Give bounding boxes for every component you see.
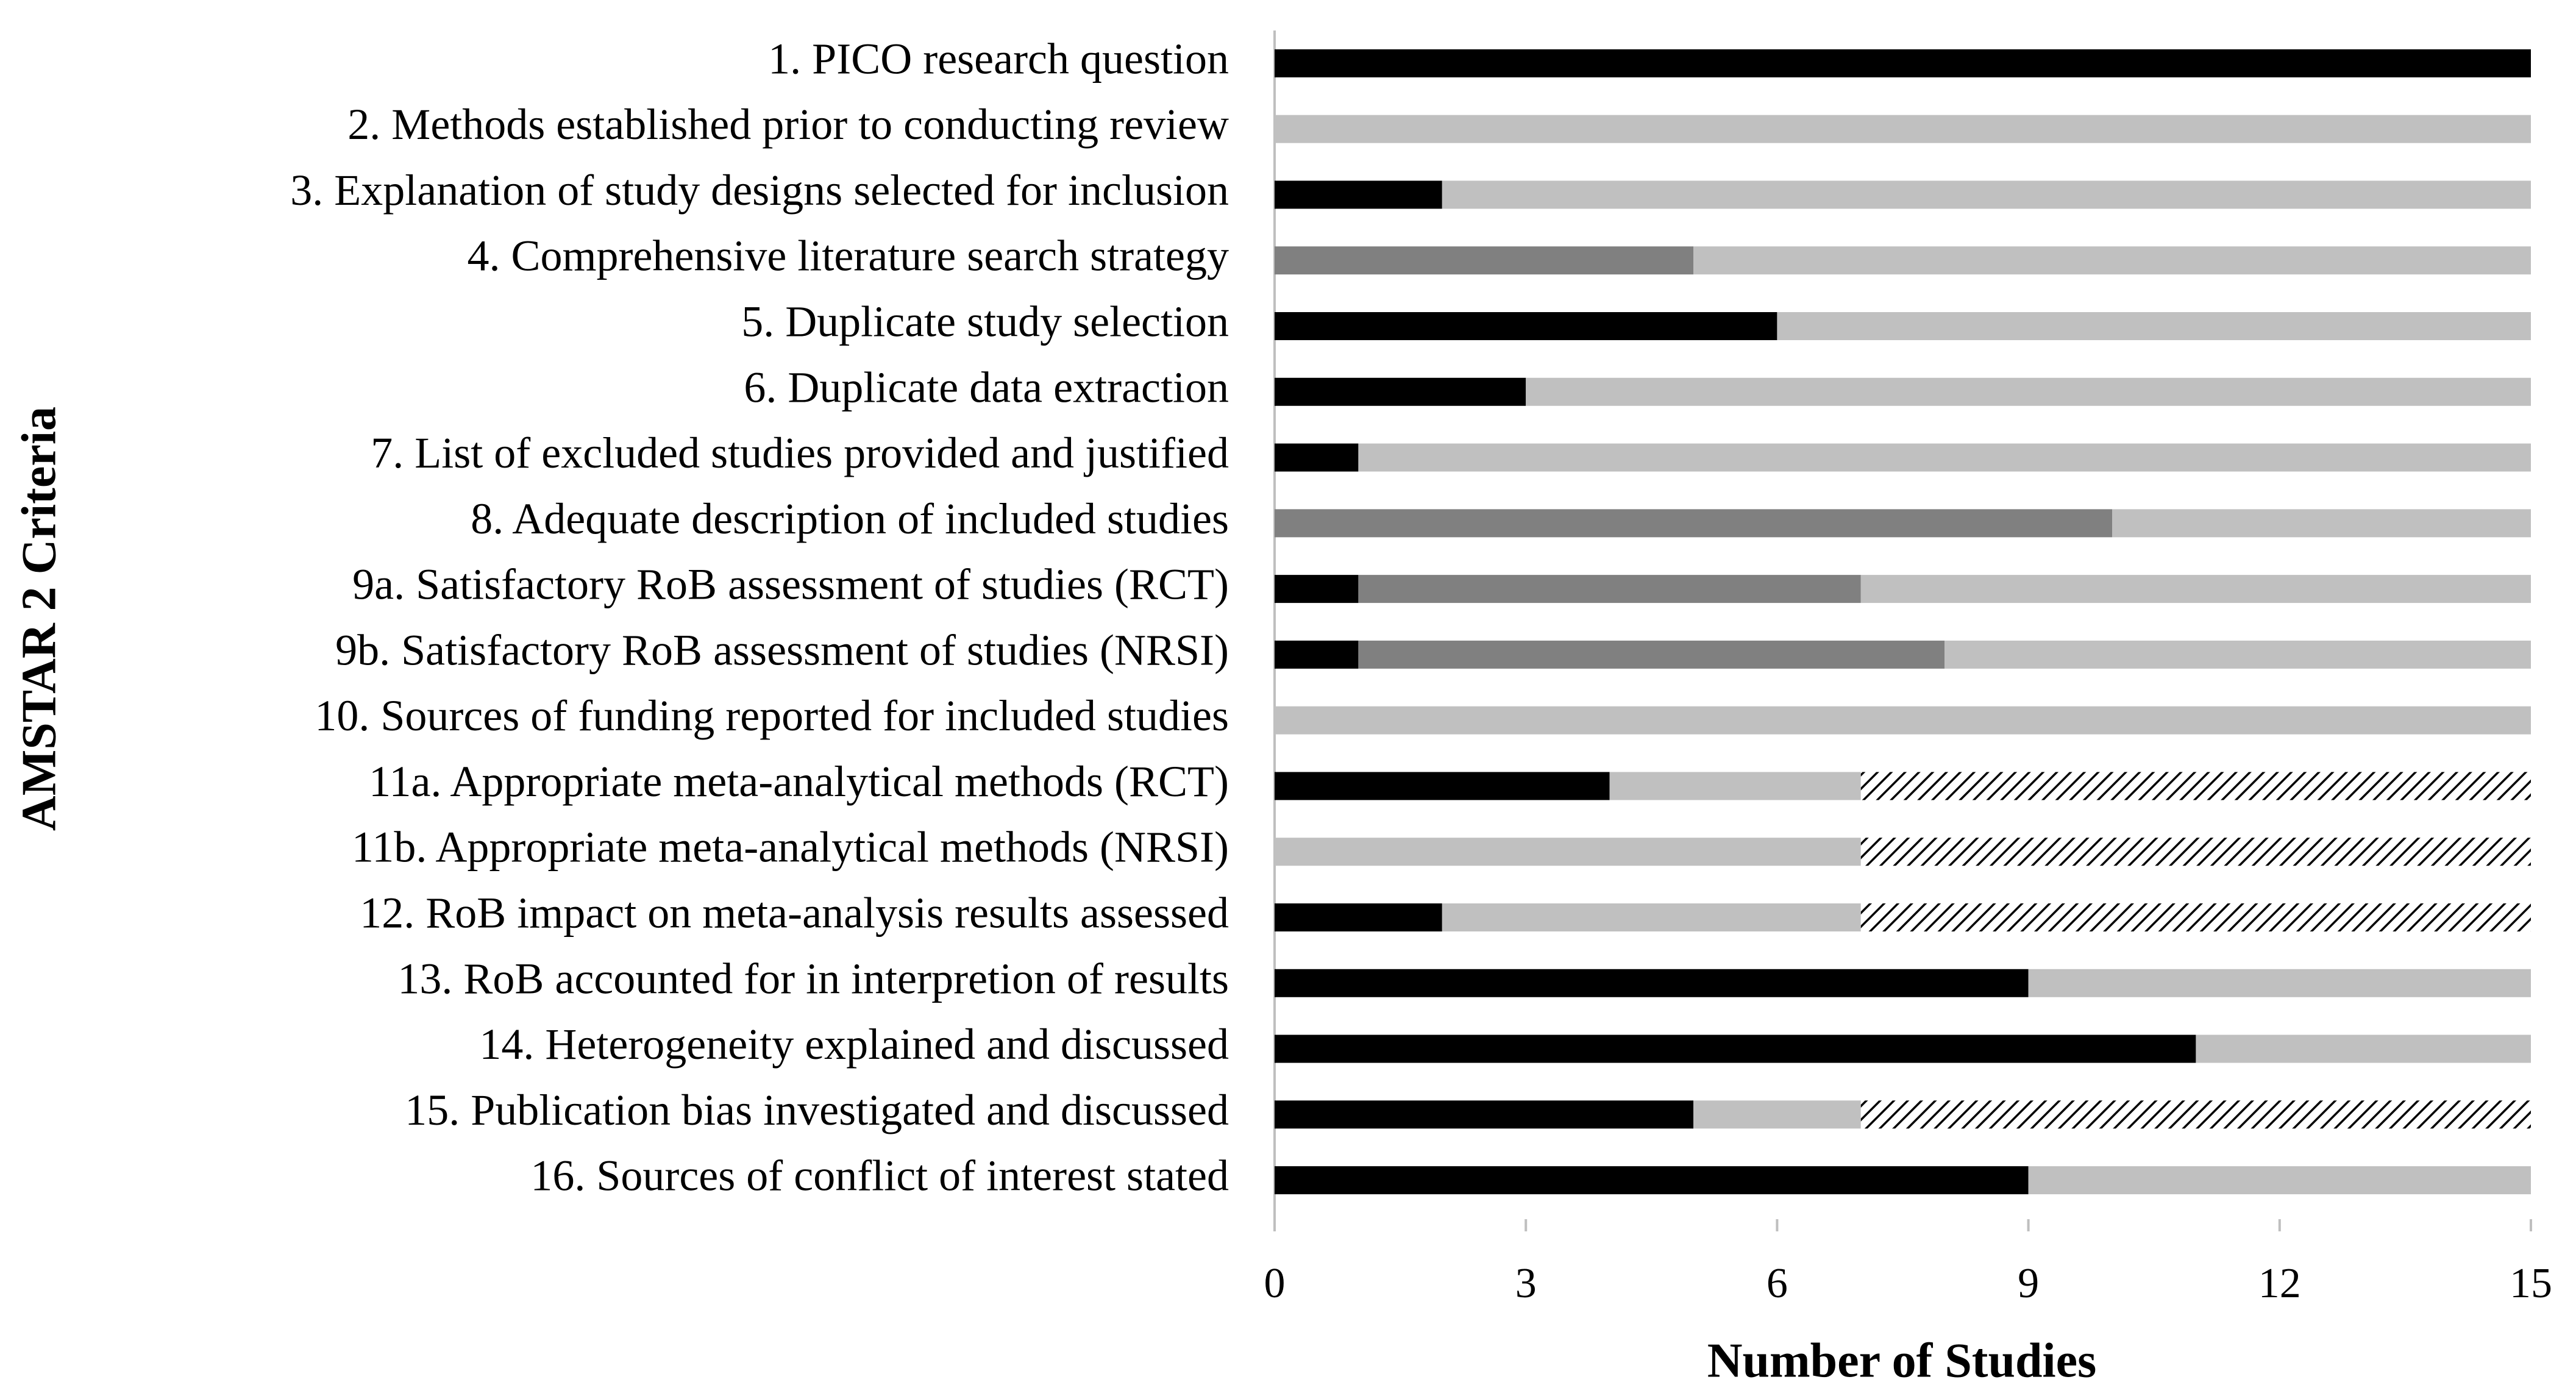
bar-segment: [1860, 1100, 2531, 1129]
bar-segment: [2028, 1166, 2531, 1195]
bar-segment: [1860, 575, 2531, 603]
bar-segment: [1526, 377, 2531, 406]
bar-segment: [1275, 575, 1359, 603]
bar-segment: [1275, 246, 1693, 275]
bar-segment: [2196, 1034, 2531, 1063]
category-label: 5. Duplicate study selection: [741, 297, 1229, 346]
category-label: 11b. Appropriate meta-analytical methods…: [352, 823, 1229, 872]
category-label: 11a. Appropriate meta-analytical methods…: [369, 757, 1229, 806]
bar-segment: [1358, 443, 2531, 472]
category-label: 9a. Satisfactory RoB assessment of studi…: [352, 560, 1229, 609]
bar-segment: [1275, 509, 2112, 538]
bar-segment: [1275, 1100, 1693, 1129]
category-label: 8. Adequate description of included stud…: [471, 494, 1229, 543]
category-label: 12. RoB impact on meta-analysis results …: [360, 889, 1229, 938]
bar-segment: [1860, 772, 2531, 800]
category-label: 13. RoB accounted for in interpretion of…: [397, 954, 1229, 1003]
bar-segment: [1275, 312, 1777, 340]
bar-segment: [1860, 903, 2531, 931]
category-label: 9b. Satisfactory RoB assessment of studi…: [335, 625, 1229, 674]
bar-segment: [1777, 312, 2531, 340]
bar-segment: [1275, 443, 1359, 472]
bar-segment: [1609, 772, 1861, 800]
category-label: 15. Publication bias investigated and di…: [405, 1086, 1229, 1134]
bar-segment: [1442, 180, 2531, 209]
bar-segment: [1275, 49, 2531, 77]
bar-segment: [1442, 903, 1861, 931]
bar-segment: [1275, 115, 2531, 143]
category-label: 6. Duplicate data extraction: [744, 363, 1229, 411]
bar-segment: [1275, 1034, 2196, 1063]
x-tick-label: 3: [1515, 1260, 1537, 1307]
bar-segment: [1275, 640, 1359, 669]
category-label: 3. Explanation of study designs selected…: [290, 166, 1229, 215]
bar-segment: [1275, 1166, 2029, 1195]
category-label: 14. Heterogeneity explained and discusse…: [479, 1020, 1229, 1069]
bar-segment: [1358, 575, 1861, 603]
bar-segment: [1693, 1100, 1861, 1129]
bar-segment: [1358, 640, 1945, 669]
y-axis-title: AMSTAR 2 Criteria: [12, 407, 66, 831]
bar-segment: [1275, 180, 1442, 209]
category-label: 10. Sources of funding reported for incl…: [315, 691, 1229, 740]
x-tick-label: 12: [2258, 1260, 2301, 1307]
category-label: 2. Methods established prior to conducti…: [347, 100, 1229, 149]
bar-segment: [1275, 706, 2531, 735]
bar-segment: [1275, 838, 1861, 866]
category-label: 4. Comprehensive literature search strat…: [467, 232, 1229, 280]
bar-segment: [2028, 969, 2531, 997]
x-tick-label: 0: [1264, 1260, 1286, 1307]
bar-segment: [1275, 377, 1526, 406]
x-axis-title: Number of Studies: [1707, 1334, 2097, 1387]
bar-segment: [1275, 772, 1610, 800]
bar-segment: [2112, 509, 2531, 538]
x-tick-label: 9: [2018, 1260, 2039, 1307]
category-label: 16. Sources of conflict of interest stat…: [530, 1152, 1229, 1200]
category-label: 1. PICO research question: [768, 34, 1229, 83]
category-label: 7. List of excluded studies provided and…: [371, 429, 1229, 477]
bar-segment: [1693, 246, 2531, 275]
bar-segment: [1860, 838, 2531, 866]
x-tick-label: 15: [2510, 1260, 2552, 1307]
bar-segment: [1275, 969, 2029, 997]
bar-segment: [1944, 640, 2531, 669]
x-tick-label: 6: [1767, 1260, 1788, 1307]
bar-segment: [1275, 903, 1442, 931]
